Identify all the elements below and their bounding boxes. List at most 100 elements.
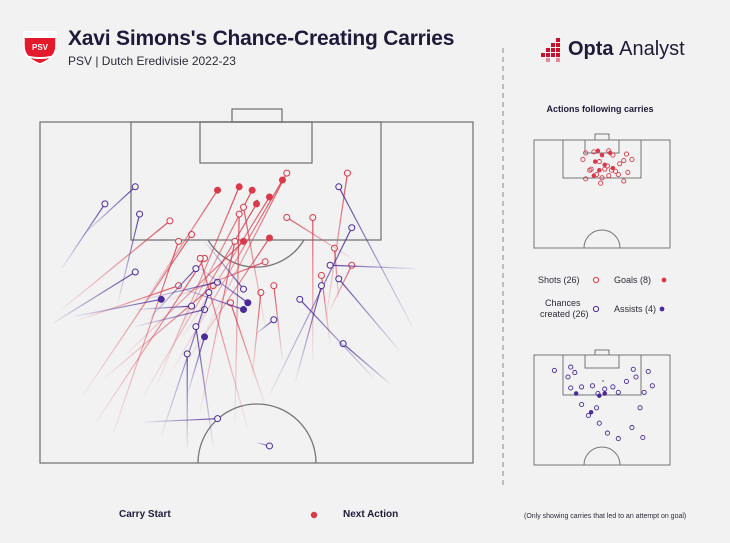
opta-brand: Opta Analyst [568, 38, 685, 61]
side-point-chance [610, 384, 616, 390]
carry-line [342, 343, 392, 386]
carry-end-shot [270, 282, 278, 290]
carry-line [199, 241, 236, 412]
shots-goal [594, 133, 610, 141]
carry-end-chance [335, 183, 343, 191]
carry-line [186, 237, 270, 362]
carry-end-goal [248, 186, 256, 194]
carry-line [113, 241, 180, 433]
carry-end-chance [214, 415, 222, 423]
carry-line [82, 234, 193, 396]
opta-brand-bold: Opta [568, 38, 614, 60]
carry-end-chance [101, 200, 109, 208]
carry-end-shot [343, 169, 351, 177]
legend-goal-marker [661, 277, 667, 283]
carry-line [299, 298, 374, 379]
carry-line [160, 292, 210, 436]
side-point-goal [599, 152, 605, 158]
legend-next-action: Next Action [343, 509, 399, 520]
carry-line [117, 213, 141, 303]
side-point-chance [568, 364, 574, 370]
side-point-assist [588, 409, 594, 415]
page-subtitle: PSV | Dutch Eredivisie 2022-23 [68, 54, 236, 68]
carry-line [286, 216, 353, 259]
carry-line [134, 189, 219, 317]
side-point-chance [589, 383, 596, 389]
side-point-shot [587, 167, 593, 173]
side-point-chance [579, 401, 585, 408]
carry-end-shot [235, 210, 243, 218]
carry-line [242, 207, 266, 327]
carry-line [229, 302, 266, 406]
chances-six-yard-box [584, 354, 620, 369]
chances-centre-circle [583, 446, 621, 466]
carry-line [204, 240, 244, 290]
side-point-goal [595, 148, 601, 154]
carry-line [199, 258, 249, 430]
side-point-chance [572, 370, 578, 376]
shots-centre-circle [583, 229, 621, 249]
side-point-shot [599, 175, 605, 181]
carry-end-shot [175, 237, 183, 245]
carry-end-shot [261, 258, 269, 266]
carry-end-chance [205, 289, 213, 296]
side-point-chance [640, 434, 646, 441]
side-point-chance [585, 412, 591, 419]
side-point-shot [583, 150, 589, 156]
carry-end-chance [214, 278, 222, 286]
chances-goal [594, 349, 610, 356]
side-point-shot [580, 156, 586, 162]
carry-end-chance [183, 350, 191, 358]
side-panel-title: Actions following carries [546, 104, 654, 114]
carry-end-chance [131, 268, 139, 276]
carry-line [52, 271, 136, 324]
legend-chance-marker [592, 305, 600, 313]
carry-line [143, 281, 218, 300]
carry-end-chance [335, 275, 343, 283]
side-point-shot [629, 156, 635, 162]
carry-line [135, 308, 205, 328]
carry-line [195, 326, 214, 447]
side-point-shot [583, 176, 589, 182]
legend-assists-label: Assists (4) [614, 304, 657, 314]
side-point-chance [641, 389, 647, 395]
carry-line [95, 258, 206, 423]
carry-end-chance [270, 316, 278, 324]
carry-end-goal [235, 183, 243, 191]
carry-end-chance [339, 340, 347, 348]
side-point-shot [588, 166, 594, 172]
side-point-chance [568, 385, 574, 391]
side-point-chance [551, 367, 557, 373]
carry-end-chance [136, 210, 144, 218]
side-point-assist [573, 391, 579, 396]
carry-line [273, 285, 284, 361]
legend-shots-label: Shots (26) [538, 275, 580, 285]
legend-next-action-marker [310, 511, 318, 519]
side-point-shot [621, 157, 627, 164]
carry-line [135, 305, 192, 311]
goal [231, 108, 283, 123]
legend-goals-label: Goals (8) [614, 275, 652, 285]
shots-six-yard-box [584, 139, 620, 154]
carry-line [156, 186, 240, 385]
legend-chances-label-1: Chances [545, 298, 581, 308]
side-point-shot [625, 169, 631, 175]
carry-end-assist [240, 306, 248, 314]
carry-line [234, 214, 240, 423]
side-point-chance [615, 389, 621, 395]
footer-note: (Only showing carries that led to an att… [524, 513, 687, 520]
side-point-chance [649, 383, 655, 389]
legend-shot-marker [592, 276, 600, 284]
side-point-shot [621, 178, 627, 184]
side-point-chance [602, 386, 608, 392]
carry-end-shot [317, 271, 325, 279]
carry-end-goal [253, 200, 260, 208]
carry-line [186, 336, 206, 395]
side-point-chance [629, 425, 635, 431]
side-point-shot [617, 161, 623, 167]
side-point-goal [610, 165, 616, 171]
carry-line [338, 278, 400, 351]
side-point-chance [630, 366, 636, 372]
carry-end-chance [296, 295, 304, 303]
side-point-shot [613, 168, 619, 174]
